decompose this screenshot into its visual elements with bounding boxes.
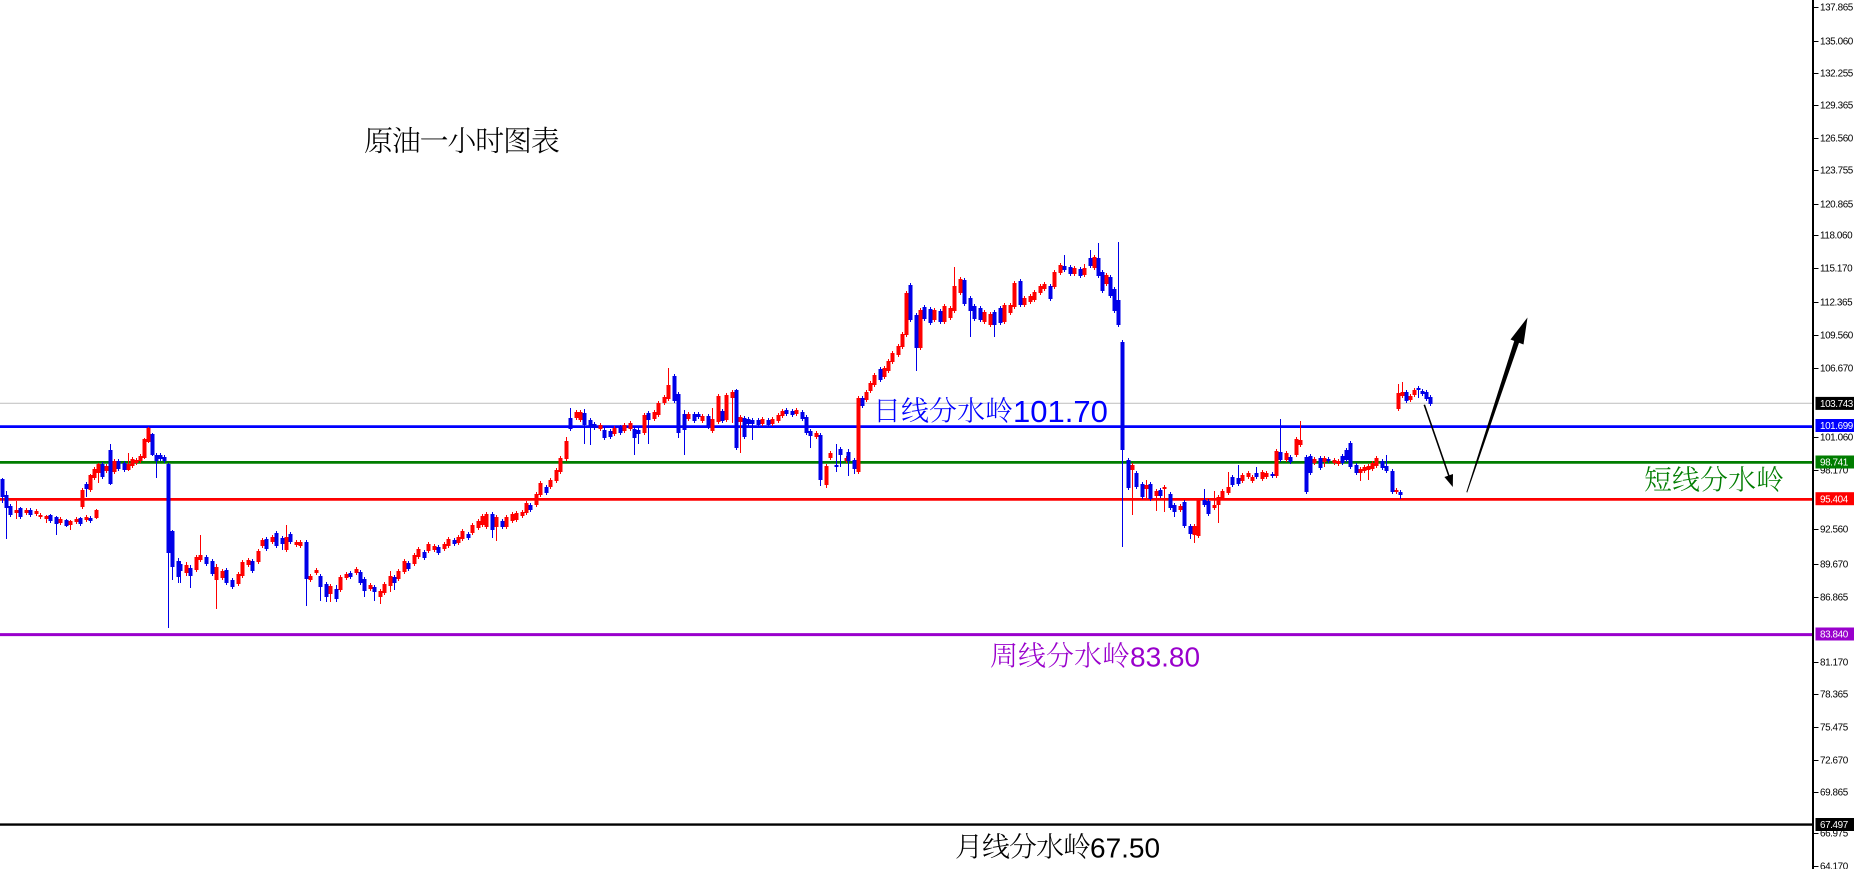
svg-text:86.865: 86.865 bbox=[1820, 593, 1849, 604]
svg-text:92.560: 92.560 bbox=[1820, 525, 1849, 536]
svg-text:67.50: 67.50 bbox=[1090, 833, 1160, 864]
svg-text:132.255: 132.255 bbox=[1820, 69, 1854, 80]
svg-text:98.170: 98.170 bbox=[1820, 466, 1849, 477]
svg-text:67.497: 67.497 bbox=[1820, 820, 1848, 831]
svg-text:112.365: 112.365 bbox=[1820, 298, 1853, 309]
svg-text:137.865: 137.865 bbox=[1820, 3, 1854, 14]
svg-text:120.865: 120.865 bbox=[1820, 200, 1854, 211]
svg-text:101.699: 101.699 bbox=[1820, 421, 1854, 432]
svg-text:75.475: 75.475 bbox=[1820, 723, 1849, 734]
svg-text:115.170: 115.170 bbox=[1820, 264, 1853, 275]
svg-text:72.670: 72.670 bbox=[1820, 756, 1849, 767]
svg-text:109.560: 109.560 bbox=[1820, 331, 1854, 342]
svg-text:101.70: 101.70 bbox=[1013, 394, 1108, 429]
svg-text:126.560: 126.560 bbox=[1820, 134, 1854, 145]
svg-text:83.80: 83.80 bbox=[1130, 642, 1200, 673]
svg-text:95.404: 95.404 bbox=[1820, 494, 1849, 505]
svg-text:135.060: 135.060 bbox=[1820, 37, 1854, 48]
svg-text:103.743: 103.743 bbox=[1820, 399, 1854, 410]
svg-text:78.365: 78.365 bbox=[1820, 690, 1849, 701]
svg-text:81.170: 81.170 bbox=[1820, 658, 1849, 669]
svg-text:64.170: 64.170 bbox=[1820, 862, 1849, 869]
svg-text:66.975: 66.975 bbox=[1820, 829, 1849, 840]
svg-text:89.670: 89.670 bbox=[1820, 560, 1849, 571]
svg-text:83.840: 83.840 bbox=[1820, 630, 1849, 641]
svg-text:106.670: 106.670 bbox=[1820, 364, 1854, 375]
svg-text:98.741: 98.741 bbox=[1820, 458, 1849, 469]
svg-text:101.060: 101.060 bbox=[1820, 433, 1854, 444]
svg-text:118.060: 118.060 bbox=[1820, 231, 1853, 242]
svg-text:69.865: 69.865 bbox=[1820, 788, 1849, 799]
svg-text:129.365: 129.365 bbox=[1820, 101, 1854, 112]
svg-text:123.755: 123.755 bbox=[1820, 166, 1854, 177]
